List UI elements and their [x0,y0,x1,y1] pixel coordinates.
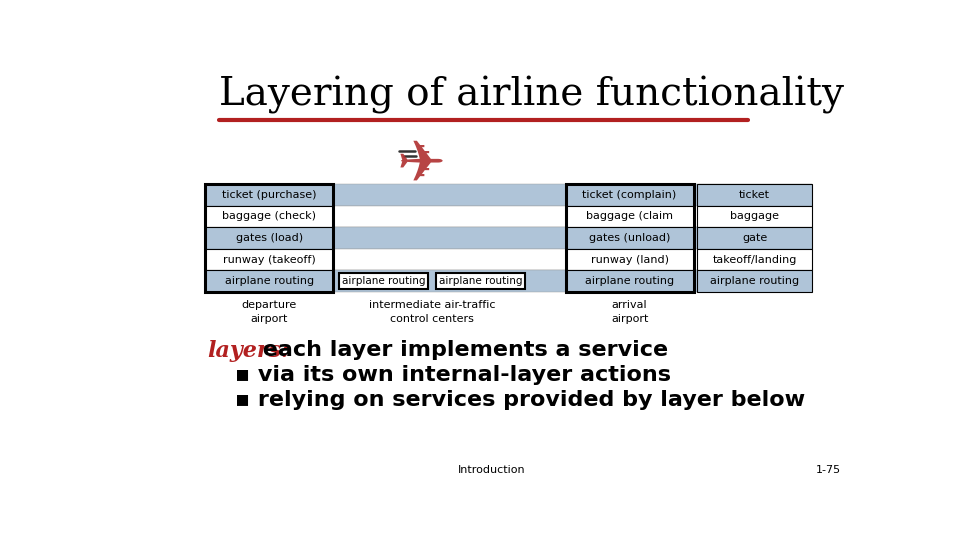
Text: runway (takeoff): runway (takeoff) [223,255,316,265]
Bar [205,184,812,206]
Bar [205,206,333,227]
Text: airplane routing: airplane routing [585,276,674,286]
Bar [565,227,693,249]
Text: airplane routing: airplane routing [710,276,800,286]
Bar [697,206,812,227]
Text: intermediate air-traffic
control centers: intermediate air-traffic control centers [369,300,495,323]
Text: 1-75: 1-75 [816,465,841,475]
Bar [205,184,333,292]
Bar [205,249,333,271]
Bar [565,249,693,271]
Bar [205,249,812,271]
Text: ▪ via its own internal-layer actions: ▪ via its own internal-layer actions [234,365,671,385]
Text: ✈: ✈ [396,137,445,193]
Text: baggage (check): baggage (check) [222,212,316,221]
Bar [205,271,812,292]
Text: arrival
airport: arrival airport [611,300,648,323]
Text: gates (unload): gates (unload) [588,233,670,243]
Bar [205,184,333,206]
Bar [565,184,693,292]
Text: ticket: ticket [739,190,770,200]
Text: runway (land): runway (land) [590,255,668,265]
Text: ticket (purchase): ticket (purchase) [222,190,317,200]
Bar [565,184,693,206]
Bar [205,271,333,292]
Bar [697,249,812,271]
Text: baggage (claim: baggage (claim [586,212,673,221]
Text: airplane routing: airplane routing [439,276,522,286]
Text: Layering of airline functionality: Layering of airline functionality [219,76,844,113]
Text: gates (load): gates (load) [235,233,302,243]
Bar [205,206,812,227]
Text: layers:: layers: [206,340,289,362]
Text: airplane routing: airplane routing [342,276,425,286]
Bar [205,227,812,249]
Bar [205,227,333,249]
Text: gate: gate [742,233,767,243]
Text: takeoff/landing: takeoff/landing [712,255,797,265]
Text: each layer implements a service: each layer implements a service [254,340,668,361]
Text: ▪ relying on services provided by layer below: ▪ relying on services provided by layer … [234,390,804,410]
Bar [436,273,525,289]
Bar [697,271,812,292]
Bar [697,227,812,249]
Text: ticket (complain): ticket (complain) [583,190,677,200]
Bar [565,271,693,292]
Text: baggage: baggage [731,212,780,221]
Bar [339,273,428,289]
Text: departure
airport: departure airport [242,300,297,323]
Bar [697,184,812,206]
Bar [565,206,693,227]
Text: Introduction: Introduction [458,465,526,475]
Text: airplane routing: airplane routing [225,276,314,286]
